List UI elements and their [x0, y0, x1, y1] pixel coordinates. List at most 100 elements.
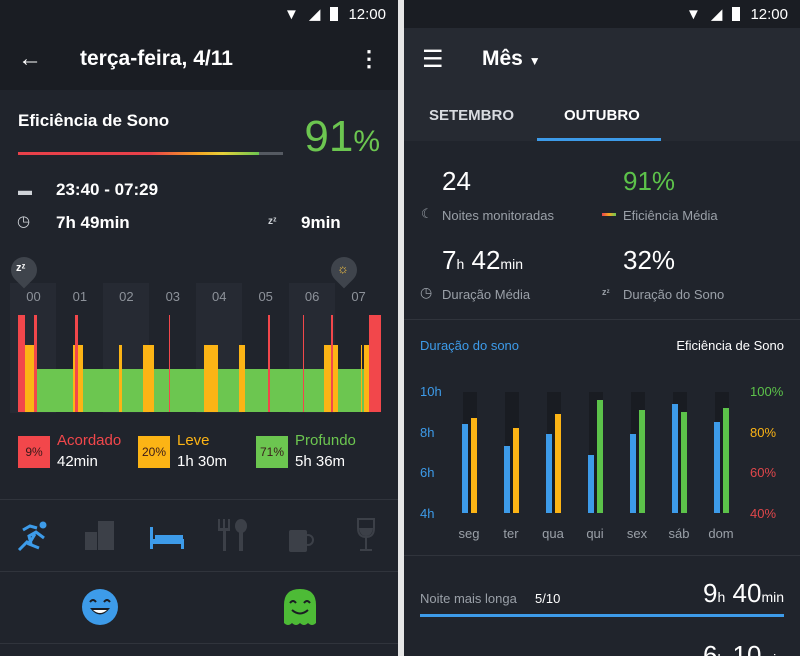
back-arrow-icon[interactable]: ←	[18, 45, 42, 72]
tab-outubro[interactable]: OUTUBRO	[564, 107, 640, 124]
longest-night-bar	[420, 614, 784, 617]
efficiency-bar	[18, 152, 283, 155]
signal-icon: ◢	[710, 6, 723, 23]
status-bar: ▼ ◢ 12:00	[404, 0, 800, 28]
efficiency-bar	[555, 414, 561, 513]
sunrise-glyph: ☼	[337, 261, 349, 276]
hamburger-menu-icon[interactable]: ☰	[422, 45, 444, 73]
coffee-mug-icon[interactable]	[289, 522, 315, 552]
stage-awake-segment	[330, 315, 333, 412]
legend-label: Profundo	[295, 432, 356, 449]
duration-bar	[546, 434, 552, 513]
longest-night-date: 5/10	[535, 591, 561, 606]
nights-label: Noites monitoradas	[442, 208, 554, 223]
avg-duration-label: Duração Média	[442, 287, 531, 302]
fork-spoon-icon[interactable]	[218, 519, 248, 551]
divider	[404, 555, 800, 556]
efficiency-bar	[471, 418, 477, 513]
stopwatch-icon: ◷	[17, 213, 31, 230]
hour-label: 04	[212, 289, 227, 304]
dropdown-arrow-icon: ▼	[528, 54, 541, 68]
nights-value: 24	[442, 166, 471, 196]
legend-swatch-leve: 20%	[138, 436, 170, 468]
stage-awake-segment	[168, 315, 171, 412]
avg-duration-value: 7h 42min	[442, 245, 523, 275]
duration-bar	[462, 424, 468, 513]
efficiency-bar	[723, 408, 729, 513]
divider	[0, 571, 398, 572]
ghost-icon[interactable]	[284, 589, 316, 627]
stage-awake-segment	[18, 315, 25, 412]
day-label: sáb	[668, 526, 690, 541]
y-right-tick: 40%	[750, 505, 777, 521]
hour-label: 07	[351, 289, 366, 304]
status-bar: ▼ ◢ 12:00	[0, 0, 398, 28]
stage-awake-segment	[368, 315, 381, 412]
chart-title-duration[interactable]: Duração do sono	[420, 338, 520, 353]
stage-awake-segment	[75, 315, 78, 412]
next-row-duration: 6h 10min	[703, 640, 784, 656]
longest-night-duration: 9h 40min	[703, 578, 784, 608]
hour-label: 05	[258, 289, 273, 304]
stage-light-segment	[363, 345, 369, 412]
legend-label: Acordado	[57, 432, 122, 449]
stage-light-segment	[118, 345, 123, 412]
clock: 12:00	[348, 5, 386, 23]
chart-title-efficiency[interactable]: Eficiência de Sono	[676, 338, 784, 353]
legend-value: 42min	[57, 453, 98, 470]
legend-value: 5h 36m	[295, 453, 346, 470]
efficiency-unit: %	[353, 125, 380, 158]
hour-label: 01	[72, 289, 88, 304]
sleep-duration: 7h 49min	[56, 213, 130, 232]
page-title: terça-feira, 4/11	[80, 47, 233, 70]
more-options-icon[interactable]: ⋮	[358, 46, 380, 71]
zzz-marker-glyph: zᶻ	[16, 262, 26, 274]
day-label: qui	[586, 526, 604, 541]
y-left-tick: 4h	[420, 505, 435, 521]
hour-label: 02	[119, 289, 134, 304]
active-tab-indicator	[537, 138, 661, 141]
efficiency-label: Eficiência de Sono	[18, 111, 170, 130]
night-detail-screen: ▼ ◢ 12:00 ← terça-feira, 4/11 ⋮ Eficiênci…	[0, 0, 398, 656]
efficiency-value: 91%	[304, 112, 380, 162]
clock: 12:00	[750, 5, 788, 23]
y-left-tick: 10h	[420, 384, 442, 399]
legend-swatch-acordado: 9%	[18, 436, 50, 468]
day-label: ter	[503, 526, 519, 541]
legend-label: Leve	[177, 432, 210, 449]
efficiency-bar	[639, 410, 645, 513]
tab-setembro[interactable]: SETEMBRO	[429, 107, 515, 124]
bed-time-range: 23:40 - 07:29	[56, 180, 159, 199]
hour-label: 03	[165, 289, 181, 304]
stage-light-segment	[360, 345, 363, 412]
bed-icon[interactable]	[150, 527, 184, 549]
duration-bar	[588, 454, 594, 513]
deep-sleep-value: 32%	[623, 245, 676, 275]
day-label: qua	[542, 526, 564, 541]
signal-icon: ◢	[308, 6, 321, 23]
smiley-face-icon[interactable]	[82, 589, 118, 625]
wine-glass-icon[interactable]	[356, 518, 376, 552]
running-icon[interactable]	[17, 520, 51, 552]
y-right-tick: 100%	[750, 384, 784, 399]
stage-light-segment	[143, 345, 155, 412]
day-label: seg	[458, 526, 480, 541]
period-dropdown[interactable]: Mês ▼	[482, 47, 541, 71]
app-bar: ☰ Mês ▼	[404, 28, 800, 90]
stage-light-segment	[203, 345, 218, 412]
zzz-icon: zᶻ	[602, 287, 610, 297]
stage-light-segment	[72, 345, 83, 412]
period-label: Mês	[482, 47, 523, 70]
wifi-icon: ▼	[284, 5, 299, 23]
y-left-tick: 6h	[420, 465, 435, 480]
avg-efficiency-label: Eficiência Média	[623, 208, 718, 223]
office-building-icon[interactable]	[85, 520, 115, 550]
wifi-icon: ▼	[686, 5, 701, 23]
efficiency-bar	[597, 400, 603, 513]
y-right-tick: 80%	[750, 424, 777, 440]
legend-value: 1h 30m	[177, 453, 228, 470]
efficiency-gradient-icon	[602, 213, 616, 216]
day-label: sex	[626, 526, 648, 541]
hour-label: 06	[304, 289, 320, 304]
deep-sleep-label: Duração do Sono	[623, 287, 725, 302]
